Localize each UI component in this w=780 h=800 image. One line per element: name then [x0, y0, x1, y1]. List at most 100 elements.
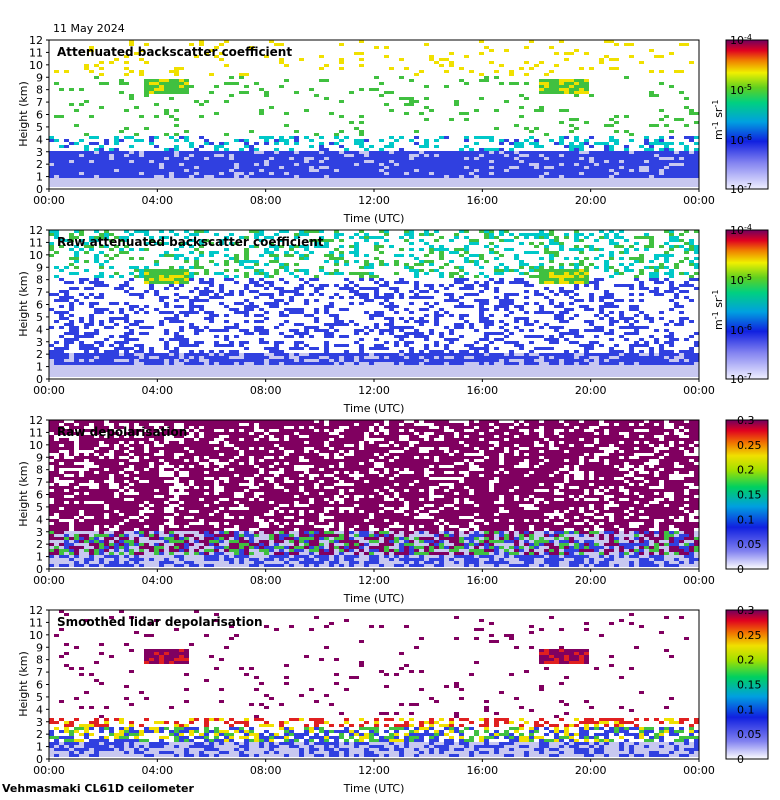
heatmap-cell: [359, 365, 364, 368]
heatmap-cell: [614, 142, 619, 145]
heatmap-cell: [609, 151, 614, 154]
heatmap-cell: [179, 85, 184, 88]
heatmap-cell: [339, 368, 344, 371]
heatmap-cell: [394, 335, 399, 338]
heatmap-cell: [49, 374, 54, 377]
heatmap-cell: [499, 368, 504, 371]
heatmap-cell: [379, 94, 384, 97]
heatmap-cell: [694, 163, 699, 166]
heatmap-cell: [79, 368, 84, 371]
panel-raw-attenuated-backscatter: Raw attenuated backscatter coefficient 0…: [17, 223, 769, 415]
heatmap-cell: [244, 163, 249, 166]
heatmap-cell: [79, 374, 84, 377]
heatmap-cell: [209, 175, 214, 178]
heatmap-cell: [299, 371, 304, 374]
heatmap-cell: [604, 374, 609, 377]
heatmap-cell: [169, 136, 174, 139]
heatmap-cell: [299, 169, 304, 172]
heatmap-cell: [604, 148, 609, 151]
heatmap-cell: [304, 181, 309, 184]
heatmap-cell: [484, 284, 489, 287]
heatmap-cell: [354, 184, 359, 187]
heatmap-cell: [399, 76, 404, 79]
heatmap-cell: [449, 169, 454, 172]
heatmap-cell: [54, 251, 59, 254]
heatmap-cell: [574, 371, 579, 374]
heatmap-cell: [494, 251, 499, 254]
heatmap-cell: [509, 269, 514, 272]
heatmap-cell: [384, 341, 389, 344]
heatmap-cell: [634, 305, 639, 308]
heatmap-cell: [684, 157, 689, 160]
heatmap-cell: [424, 242, 429, 245]
heatmap-cell: [159, 359, 164, 362]
heatmap-cell: [494, 272, 499, 275]
heatmap-cell: [209, 281, 214, 284]
heatmap-cell: [379, 154, 384, 157]
heatmap-cell: [99, 281, 104, 284]
heatmap-cell: [374, 368, 379, 371]
heatmap-cell: [49, 326, 54, 329]
heatmap-cell: [159, 236, 164, 239]
heatmap-cell: [219, 350, 224, 353]
heatmap-cell: [464, 260, 469, 263]
heatmap-cell: [99, 362, 104, 365]
heatmap-cell: [599, 317, 604, 320]
heatmap-cell: [559, 368, 564, 371]
heatmap-cell: [619, 178, 624, 181]
heatmap-cell: [154, 151, 159, 154]
heatmap-cell: [119, 368, 124, 371]
heatmap-cell: [59, 335, 64, 338]
heatmap-cell: [314, 287, 319, 290]
heatmap-cell: [484, 166, 489, 169]
heatmap-cell: [324, 157, 329, 160]
heatmap-cell: [624, 163, 629, 166]
heatmap-cell: [399, 326, 404, 329]
heatmap-cell: [464, 344, 469, 347]
heatmap-cell: [179, 296, 184, 299]
heatmap-cell: [199, 305, 204, 308]
heatmap-cell: [129, 371, 134, 374]
heatmap-cell: [129, 278, 134, 281]
heatmap-cell: [534, 347, 539, 350]
heatmap-cell: [209, 350, 214, 353]
heatmap-cell: [559, 362, 564, 365]
heatmap-cell: [199, 184, 204, 187]
heatmap-cell: [674, 184, 679, 187]
heatmap-cell: [124, 61, 129, 64]
heatmap-cell: [614, 350, 619, 353]
heatmap-cell: [404, 335, 409, 338]
heatmap-cell: [544, 338, 549, 341]
heatmap-cell: [394, 368, 399, 371]
heatmap-cell: [529, 365, 534, 368]
heatmap-cell: [539, 293, 544, 296]
heatmap-cell: [154, 290, 159, 293]
heatmap-cell: [214, 175, 219, 178]
heatmap-cell: [524, 166, 529, 169]
heatmap-cell: [69, 103, 74, 106]
heatmap-cell: [499, 166, 504, 169]
heatmap-cell: [379, 371, 384, 374]
heatmap-cell: [539, 175, 544, 178]
heatmap-cell: [109, 184, 114, 187]
heatmap-cell: [494, 353, 499, 356]
heatmap-cell: [294, 175, 299, 178]
heatmap-cell: [459, 287, 464, 290]
heatmap-cell: [254, 371, 259, 374]
heatmap-cell: [489, 356, 494, 359]
heatmap-cell: [309, 88, 314, 91]
heatmap-cell: [609, 145, 614, 148]
heatmap-cell: [559, 275, 564, 278]
heatmap-cell: [124, 230, 129, 233]
heatmap-cell: [439, 178, 444, 181]
heatmap-cell: [109, 362, 114, 365]
heatmap-cell: [99, 251, 104, 254]
heatmap-cell: [109, 169, 114, 172]
heatmap-cell: [479, 169, 484, 172]
heatmap-cell: [354, 163, 359, 166]
heatmap-cell: [289, 166, 294, 169]
heatmap-cell: [419, 70, 424, 73]
heatmap-cell: [224, 142, 229, 145]
heatmap-cell: [79, 335, 84, 338]
heatmap-cell: [489, 359, 494, 362]
